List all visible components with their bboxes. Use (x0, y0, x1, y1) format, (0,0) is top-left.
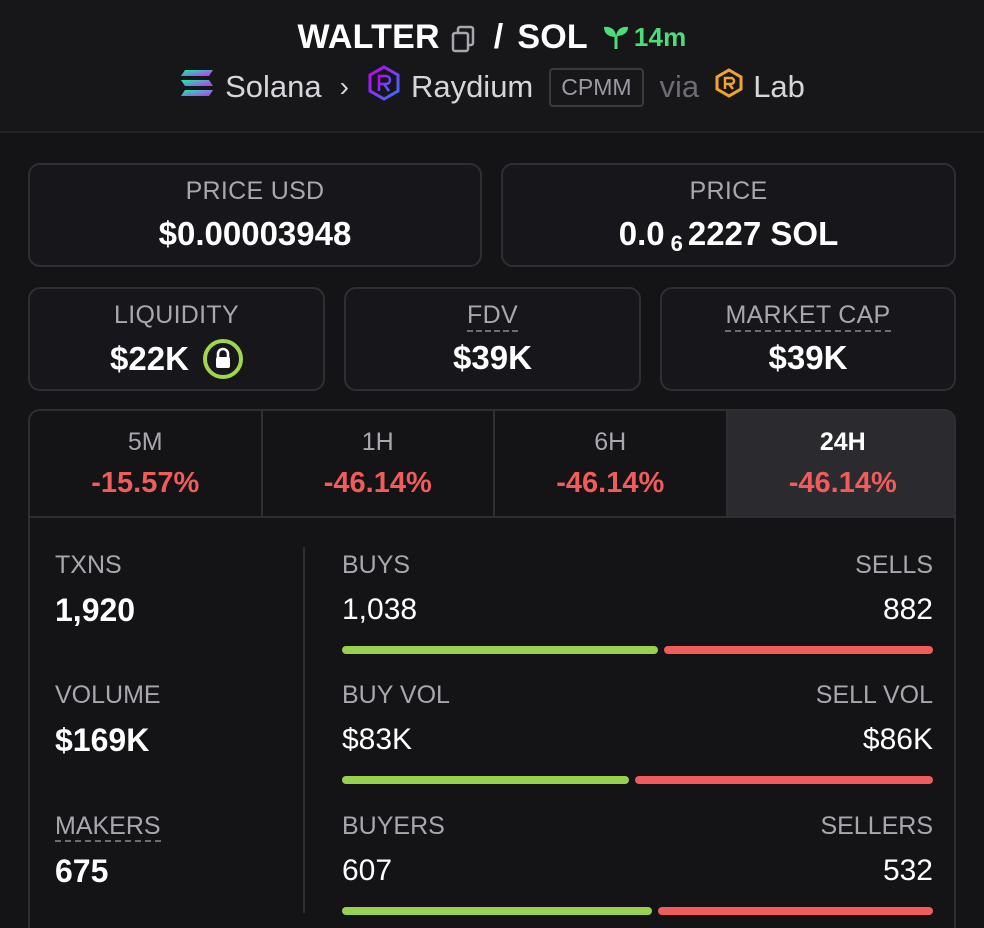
sells-label: SELLS (855, 551, 933, 579)
buy-vol-label: BUY VOL (342, 681, 450, 709)
buys-sells-bar (342, 646, 933, 654)
tab-1h[interactable]: 1H -46.14% (263, 411, 495, 516)
buyers-label: BUYERS (342, 812, 445, 840)
sells-bar (664, 646, 933, 654)
pair-age: 14m (602, 22, 687, 53)
pair-title: WALTER / SOL 14m (0, 14, 984, 60)
chain-link[interactable]: Solana (225, 69, 322, 104)
market-cap-label[interactable]: MARKET CAP (662, 301, 954, 332)
txns-metric: TXNS 1,920 (55, 551, 135, 629)
buys-bar (342, 646, 658, 654)
tab-label: 5M (127, 428, 163, 456)
pair-breadcrumb: Solana › Raydium CPMM via Lab (0, 64, 984, 110)
market-cap-card: MARKET CAP $39K (660, 287, 956, 391)
buyers-value: 607 (342, 854, 393, 887)
tab-change: -46.14% (556, 467, 665, 499)
buyers-bar (342, 907, 652, 915)
tab-5m[interactable]: 5M -15.57% (30, 411, 263, 516)
price-native-prefix: 0.0 (618, 215, 665, 252)
buy-sell-vol-block: BUY VOL SELL VOL $83K $86K (342, 681, 933, 784)
fdv-label-text: FDV (467, 301, 518, 332)
price-native-suffix: 2227 SOL (687, 215, 839, 252)
via-label: via (659, 69, 700, 104)
pool-type-badge: CPMM (549, 67, 644, 107)
buys-sells-block: BUYS SELLS 1,038 882 (342, 551, 933, 654)
volume-metric: VOLUME $169K (55, 681, 161, 759)
timeframe-tabs: 5M -15.57% 1H -46.14% 6H -46.14% 24H -46… (30, 411, 954, 518)
fdv-label[interactable]: FDV (346, 301, 639, 332)
sprout-icon (603, 26, 628, 49)
price-usd-label: PRICE USD (185, 177, 325, 205)
sellers-value: 532 (882, 854, 933, 887)
launchpad-icon (715, 68, 743, 106)
fdv-card: FDV $39K (344, 287, 641, 391)
chevron-right-icon: › (339, 71, 349, 102)
liquidity-label: LIQUIDITY (114, 301, 239, 329)
launchpad-link[interactable]: Lab (753, 69, 805, 104)
pair-header: WALTER / SOL 14m Solana (0, 0, 984, 133)
base-token-symbol: WALTER (297, 17, 440, 56)
sell-vol-label: SELL VOL (815, 681, 933, 709)
quote-token-symbol: SOL (517, 17, 588, 56)
volume-value: $169K (55, 722, 150, 758)
sell-vol-bar (635, 776, 933, 784)
makers-label[interactable]: MAKERS (55, 812, 161, 842)
price-native-value: 0.0 6 2227 SOL (503, 215, 954, 256)
price-usd-card: PRICE USD $0.00003948 (28, 163, 482, 267)
liquidity-value: $22K (110, 340, 189, 377)
tab-24h[interactable]: 24H -46.14% (727, 411, 954, 516)
price-usd-value: $0.00003948 (158, 215, 352, 252)
tab-label: 6H (594, 428, 627, 456)
tab-label: 24H (819, 428, 866, 456)
txns-label: TXNS (55, 551, 122, 579)
sellers-label: SELLERS (820, 812, 933, 840)
dex-link[interactable]: Raydium (410, 69, 534, 104)
buy-vol-bar (342, 776, 629, 784)
buyers-sellers-bar (342, 907, 933, 915)
sellers-bar (658, 907, 933, 915)
price-native-label: PRICE (689, 177, 768, 205)
makers-value: 675 (55, 853, 109, 889)
liquidity-value-row: $22K (30, 339, 323, 379)
buys-label: BUYS (342, 551, 411, 579)
raydium-icon (367, 65, 401, 109)
pair-age-value: 14m (633, 21, 687, 52)
liquidity-card: LIQUIDITY $22K (28, 287, 325, 391)
solana-icon (179, 68, 215, 106)
tab-label: 1H (361, 428, 394, 456)
tab-6h[interactable]: 6H -46.14% (495, 411, 728, 516)
market-cap-value: $39K (768, 339, 848, 376)
lock-icon[interactable] (202, 339, 243, 379)
pair-separator: / (493, 17, 504, 56)
buy-vol-value: $83K (342, 723, 413, 756)
buyers-sellers-block: BUYERS SELLERS 607 532 (342, 812, 933, 915)
tab-change: -46.14% (323, 467, 432, 499)
column-divider (303, 547, 305, 913)
sells-value: 882 (882, 593, 933, 626)
sell-vol-value: $86K (862, 723, 933, 756)
tab-change: -15.57% (91, 467, 200, 499)
fdv-value: $39K (453, 339, 532, 376)
buys-value: 1,038 (342, 593, 418, 626)
makers-label-text: MAKERS (55, 812, 161, 842)
buy-sell-vol-bar (342, 776, 933, 784)
price-native-card: PRICE 0.0 6 2227 SOL (501, 163, 956, 267)
market-cap-label-text: MARKET CAP (725, 301, 891, 332)
tab-change: -46.14% (788, 467, 897, 499)
stats-panel: 5M -15.57% 1H -46.14% 6H -46.14% 24H -46… (28, 409, 956, 928)
makers-metric: MAKERS 675 (55, 812, 161, 890)
txns-value: 1,920 (55, 592, 136, 628)
price-native-subscript: 6 (670, 231, 683, 256)
copy-icon[interactable] (450, 23, 476, 53)
volume-label: VOLUME (55, 681, 161, 709)
